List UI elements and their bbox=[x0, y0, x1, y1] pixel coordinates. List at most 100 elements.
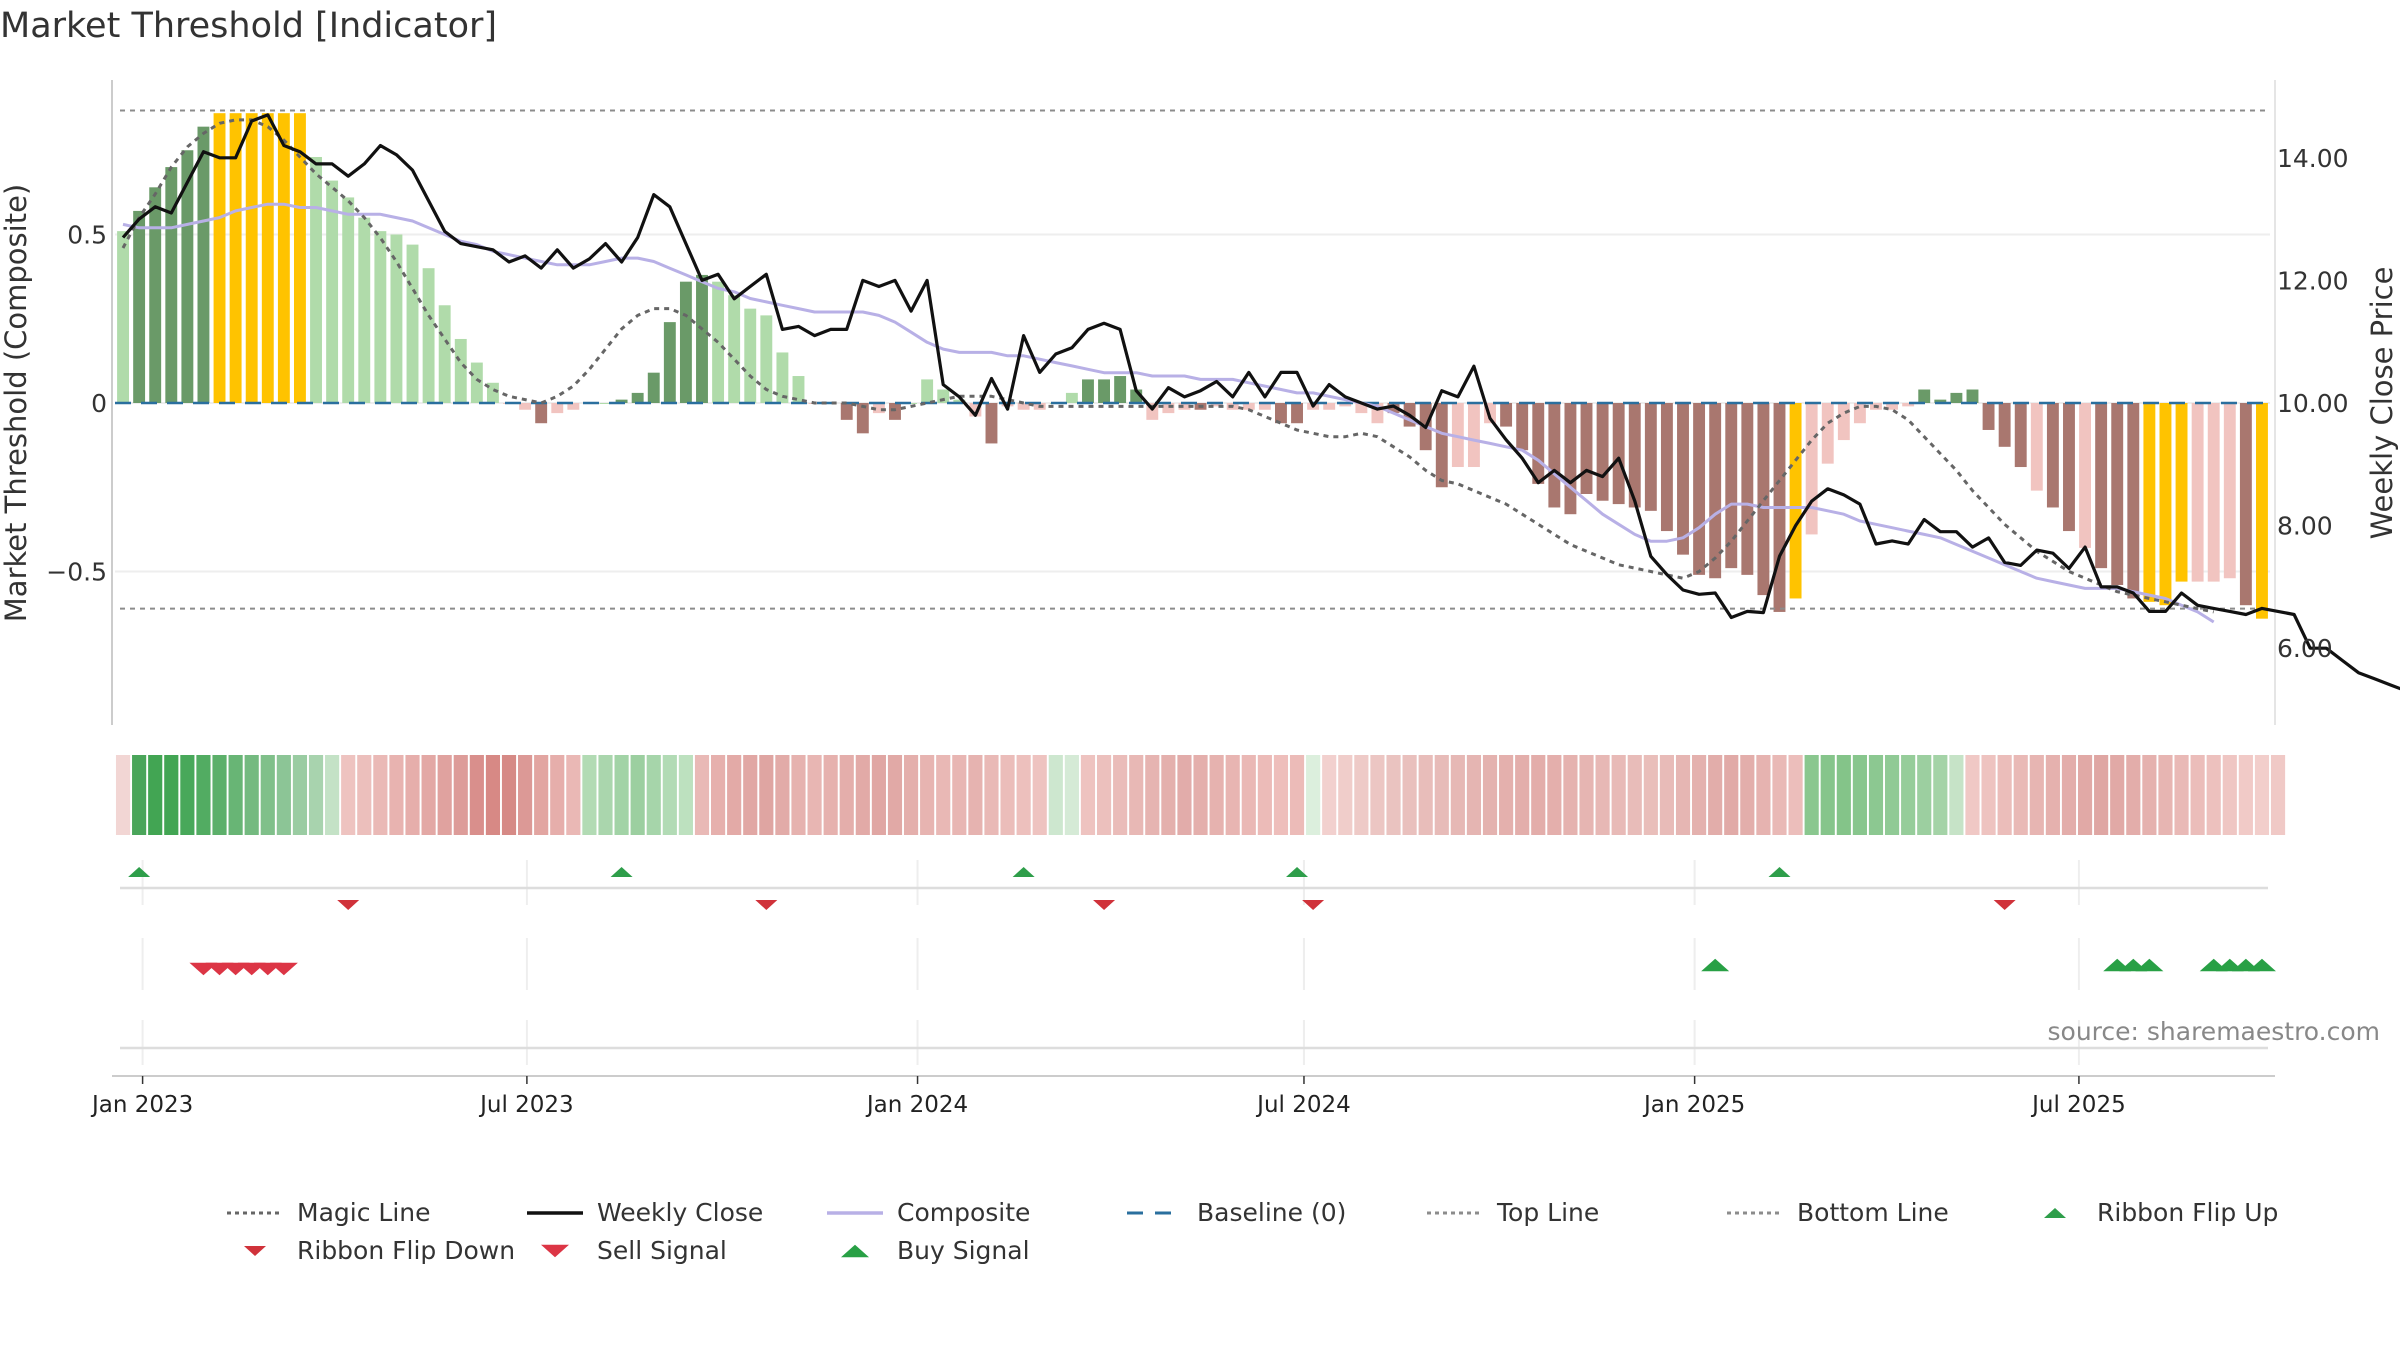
composite-bar bbox=[2207, 403, 2220, 582]
y-axis-label: Market Threshold (Composite) bbox=[0, 184, 33, 622]
ribbon-cell bbox=[2126, 755, 2141, 835]
composite-bar bbox=[261, 113, 274, 404]
legend-swatch bbox=[841, 1244, 869, 1257]
composite-bar bbox=[792, 376, 805, 403]
composite-bar bbox=[2111, 403, 2124, 585]
ribbon-cell bbox=[2029, 755, 2044, 835]
ribbon-cell bbox=[292, 755, 308, 835]
composite-bar bbox=[776, 352, 789, 403]
composite-bar bbox=[422, 268, 435, 403]
ribbon-flip-up-marker bbox=[128, 867, 151, 877]
ribbon-cell bbox=[1772, 755, 1787, 835]
ribbon-cell bbox=[727, 755, 742, 835]
ribbon-cell bbox=[1852, 755, 1867, 835]
ribbon-cell bbox=[871, 755, 886, 835]
ribbon-cell bbox=[212, 755, 227, 835]
composite-bar bbox=[358, 217, 371, 403]
ribbon-cell bbox=[550, 755, 565, 835]
ribbon-cell bbox=[936, 755, 951, 835]
legend-label: Weekly Close bbox=[597, 1198, 764, 1227]
ribbon-cell bbox=[791, 755, 806, 835]
composite-bar bbox=[1564, 403, 1577, 515]
ribbon-cell bbox=[2077, 755, 2093, 835]
ribbon-cell bbox=[1370, 755, 1385, 835]
legend-swatch bbox=[527, 1210, 583, 1215]
ribbon-cell bbox=[743, 755, 758, 835]
ribbon-cell bbox=[1836, 755, 1851, 835]
ribbon-cell bbox=[341, 755, 356, 835]
ribbon-cell bbox=[325, 755, 340, 835]
composite-bar bbox=[2159, 403, 2172, 606]
ribbon-cell bbox=[1820, 755, 1835, 835]
ribbon-cell bbox=[1949, 755, 1964, 835]
composite-bar bbox=[2256, 403, 2268, 619]
legend-item: Ribbon Flip Down bbox=[225, 1236, 515, 1265]
composite-bar bbox=[1082, 379, 1094, 403]
ribbon-cell bbox=[566, 755, 581, 835]
legend-swatch bbox=[227, 1211, 283, 1214]
legend-item: Sell Signal bbox=[525, 1236, 727, 1265]
ribbon-cell bbox=[614, 755, 629, 835]
ribbon-flip-down-marker bbox=[755, 900, 778, 910]
legend-item: Magic Line bbox=[225, 1198, 431, 1227]
composite-bar bbox=[277, 113, 290, 404]
ribbon-cell bbox=[1933, 755, 1948, 835]
ribbon-cell bbox=[1322, 755, 1337, 835]
ribbon-flip-up-marker bbox=[1012, 867, 1035, 877]
composite-bar bbox=[2095, 403, 2108, 569]
composite-bar bbox=[374, 231, 387, 403]
ribbon-cell bbox=[775, 755, 790, 835]
ribbon-cell bbox=[437, 755, 452, 835]
x-tick-label: Jan 2024 bbox=[865, 1092, 968, 1118]
ribbon-cell bbox=[534, 755, 549, 835]
composite-bar bbox=[2063, 403, 2075, 532]
legend-label: Magic Line bbox=[297, 1198, 431, 1227]
composite-bar bbox=[599, 403, 612, 404]
x-tick-label: Jan 2025 bbox=[1642, 1092, 1745, 1118]
composite-bar bbox=[1017, 403, 1030, 410]
composite-bar bbox=[1934, 399, 1947, 403]
composite-bar bbox=[470, 362, 483, 403]
ribbon-cell bbox=[1788, 755, 1803, 835]
composite-bar bbox=[1741, 403, 1754, 575]
composite-bar bbox=[1950, 392, 1963, 403]
ribbon-cell bbox=[1756, 755, 1771, 835]
ribbon-cell bbox=[228, 755, 243, 835]
composite-bar bbox=[1821, 403, 1834, 464]
ribbon-cell bbox=[920, 755, 935, 835]
composite-bar bbox=[1065, 392, 1078, 403]
x-tick-label: Jul 2025 bbox=[2030, 1092, 2126, 1118]
composite-bar bbox=[229, 113, 242, 404]
composite-bar bbox=[696, 274, 708, 403]
ribbon-cell bbox=[1386, 755, 1401, 835]
composite-bar bbox=[663, 322, 676, 403]
legend-swatch bbox=[541, 1244, 569, 1257]
legend-swatch bbox=[1427, 1211, 1483, 1214]
ribbon-cell bbox=[1129, 755, 1144, 835]
composite-bar bbox=[2079, 403, 2092, 548]
ribbon-cell bbox=[276, 755, 291, 835]
ribbon-cell bbox=[2142, 755, 2157, 835]
composite-bar bbox=[1902, 403, 1915, 407]
composite-bar bbox=[567, 403, 580, 410]
ribbon-cell bbox=[2158, 755, 2173, 835]
composite-bar bbox=[1789, 403, 1802, 599]
ribbon-cell bbox=[1627, 755, 1642, 835]
ribbon-cell bbox=[1402, 755, 1417, 835]
ribbon-cell bbox=[1804, 755, 1819, 835]
ribbon-cell bbox=[1241, 755, 1256, 835]
ribbon-cell bbox=[2206, 755, 2221, 835]
composite-bar bbox=[2030, 403, 2043, 491]
ribbon-cell bbox=[1000, 755, 1015, 835]
composite-bar bbox=[889, 403, 901, 420]
y2-axis-label: Weekly Close Price bbox=[2365, 267, 2399, 540]
x-tick-label: Jul 2024 bbox=[1255, 1092, 1351, 1118]
composite-bar bbox=[1805, 403, 1818, 535]
composite-bar bbox=[615, 399, 628, 403]
ribbon-cell bbox=[1515, 755, 1530, 835]
ribbon-cell bbox=[1595, 755, 1610, 835]
ribbon-cell bbox=[2174, 755, 2189, 835]
legend-swatch bbox=[827, 1210, 883, 1215]
composite-bar bbox=[454, 338, 467, 403]
composite-bar bbox=[2223, 403, 2236, 579]
